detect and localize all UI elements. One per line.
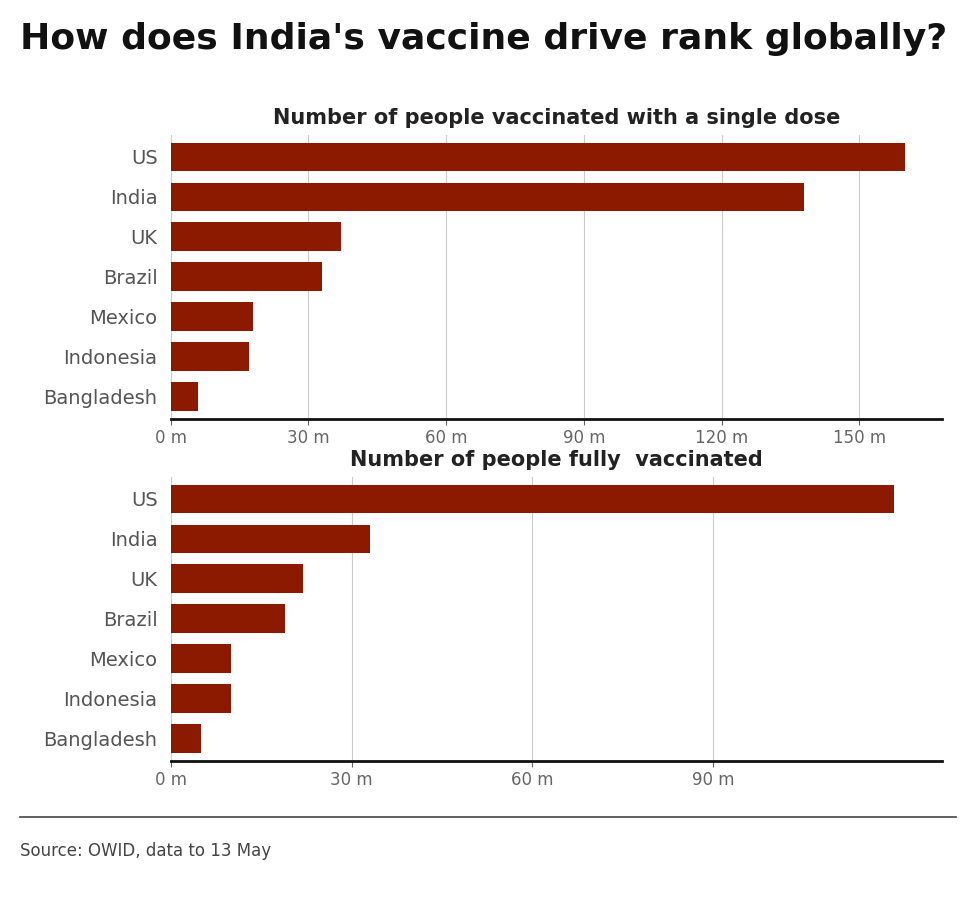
Bar [171,605,285,633]
Bar [171,382,198,411]
Bar [171,222,341,251]
Bar [171,484,894,513]
Text: How does India's vaccine drive rank globally?: How does India's vaccine drive rank glob… [20,22,947,57]
Text: C: C [925,842,941,861]
Bar [171,644,231,673]
Bar [171,564,304,593]
Bar [171,263,322,291]
Bar [171,302,254,331]
Bar [171,724,201,753]
Text: B: B [843,842,859,861]
Text: B: B [884,842,900,861]
Bar [171,684,231,713]
Bar [171,525,370,554]
Title: Number of people fully  vaccinated: Number of people fully vaccinated [350,450,762,470]
Text: Source: OWID, data to 13 May: Source: OWID, data to 13 May [20,842,270,859]
Bar [171,342,249,371]
Bar [171,183,804,212]
Bar [171,142,905,171]
Title: Number of people vaccinated with a single dose: Number of people vaccinated with a singl… [272,108,840,128]
